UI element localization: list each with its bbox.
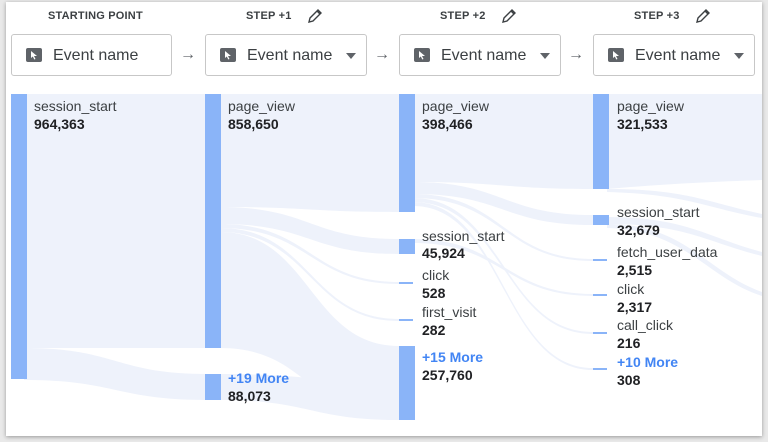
event-name-selector-start[interactable]: Event name — [11, 34, 172, 76]
node-value: 308 — [617, 372, 641, 388]
node-bar[interactable] — [399, 239, 415, 254]
flow-ribbons — [24, 94, 762, 420]
node-label: session_start — [34, 98, 117, 114]
node-label: page_view — [422, 98, 489, 114]
node-label: first_visit — [422, 304, 477, 320]
flow-ribbon — [220, 207, 399, 254]
step-heading-3: STEP +3 — [634, 10, 680, 22]
arrow-right-icon: → — [374, 46, 390, 63]
node-value: 257,760 — [422, 367, 473, 383]
cursor-icon — [220, 48, 236, 62]
node-bar[interactable] — [11, 94, 27, 379]
dropdown-arrow-icon — [734, 53, 744, 59]
dropdown-arrow-icon — [346, 53, 356, 59]
node-value: 528 — [422, 285, 446, 301]
flow-ribbon — [24, 94, 206, 348]
node-value: 88,073 — [228, 388, 271, 404]
flow-ribbon — [607, 217, 762, 256]
flow-ribbon — [220, 232, 399, 420]
cursor-icon — [608, 48, 624, 62]
more-link[interactable]: +15 More — [422, 349, 484, 365]
arrow-right-icon: → — [180, 46, 196, 63]
node-value: 32,679 — [617, 222, 660, 238]
node-label: page_view — [617, 98, 684, 114]
flow-ribbon — [220, 374, 399, 420]
node-value: 216 — [617, 335, 641, 351]
node-value: 321,533 — [617, 116, 668, 132]
dropdown-arrow-icon — [540, 53, 550, 59]
edit-pencil-icon[interactable] — [306, 7, 324, 25]
path-exploration-card: STARTING POINT STEP +1 STEP +2 STEP +3 E… — [6, 2, 762, 436]
event-name-selector-2[interactable]: Event name — [399, 34, 561, 76]
flow-ribbon — [220, 228, 399, 321]
node-bar[interactable] — [399, 346, 415, 420]
flow-ribbon — [607, 224, 762, 296]
selector-label: Event name — [441, 47, 527, 64]
flow-ribbon — [220, 224, 399, 284]
flow-ribbon — [593, 94, 762, 189]
node-label: session_start — [617, 204, 700, 220]
node-bar[interactable] — [399, 319, 413, 321]
node-value: 398,466 — [422, 116, 473, 132]
node-value: 2,317 — [617, 299, 653, 315]
step-heading-2: STEP +2 — [440, 10, 486, 22]
flow-ribbon — [24, 348, 206, 400]
arrow-right-icon: → — [568, 46, 584, 63]
node-value: 858,650 — [228, 116, 279, 132]
flow-ribbon — [220, 94, 399, 212]
step-heading-1: STEP +1 — [246, 10, 292, 22]
node-label: session_start — [422, 228, 505, 244]
node-label: click — [422, 267, 450, 283]
step-heading-start: STARTING POINT — [48, 10, 143, 22]
cursor-icon — [414, 48, 430, 62]
edit-pencil-icon[interactable] — [694, 7, 712, 25]
node-label: fetch_user_data — [617, 244, 718, 260]
node-bar[interactable] — [593, 94, 609, 189]
more-link[interactable]: +10 More — [617, 354, 679, 370]
node-bar[interactable] — [205, 94, 221, 348]
node-value: 45,924 — [422, 245, 465, 261]
edit-pencil-icon[interactable] — [500, 7, 518, 25]
node-value: 282 — [422, 322, 446, 338]
selector-label: Event name — [635, 47, 721, 64]
node-bar[interactable] — [593, 215, 609, 225]
node-bar[interactable] — [593, 368, 607, 370]
node-bar[interactable] — [593, 332, 607, 334]
node-label: click — [617, 281, 645, 297]
node-label: call_click — [617, 317, 674, 333]
cursor-icon — [26, 48, 42, 62]
selector-label: Event name — [247, 47, 333, 64]
selector-label: Event name — [53, 47, 139, 64]
node-bar[interactable] — [593, 294, 607, 296]
node-value: 964,363 — [34, 116, 85, 132]
node-bar[interactable] — [399, 94, 415, 212]
event-name-selector-3[interactable]: Event name — [593, 34, 755, 76]
flow-ribbon — [413, 202, 593, 370]
node-label: page_view — [228, 98, 295, 114]
flow-ribbon — [413, 198, 593, 334]
flow-ribbon — [607, 189, 762, 218]
node-value: 2,515 — [617, 262, 653, 278]
more-link[interactable]: +19 More — [228, 370, 290, 386]
flow-ribbon — [413, 182, 593, 225]
node-bar[interactable] — [205, 374, 221, 400]
node-bar[interactable] — [593, 259, 607, 261]
node-bar[interactable] — [399, 282, 413, 284]
flow-ribbon — [413, 194, 593, 261]
flow-ribbon — [413, 94, 593, 189]
event-name-selector-1[interactable]: Event name — [205, 34, 367, 76]
